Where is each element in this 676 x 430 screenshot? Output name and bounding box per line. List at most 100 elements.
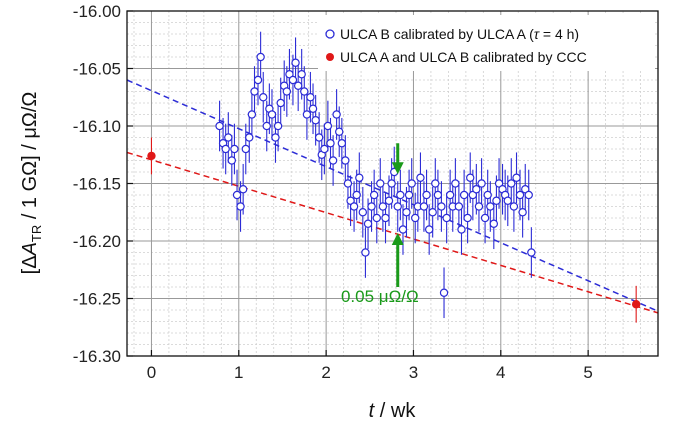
- annotation-label: 0.05 μΩ/Ω: [341, 287, 419, 306]
- data-point-ulca: [454, 202, 464, 211]
- data-point-ulca: [369, 190, 379, 200]
- data-point-ulca: [424, 225, 434, 234]
- y-tick-label: -16.25: [73, 290, 121, 309]
- data-point-ulca: [431, 179, 440, 188]
- data-point-ulca: [437, 202, 446, 211]
- data-point-ulca: [524, 190, 533, 200]
- legend-marker-ccc: [326, 53, 334, 61]
- data-point-ulca: [320, 144, 329, 154]
- data-point-ulca: [238, 185, 248, 194]
- data-point-ulca: [422, 190, 431, 200]
- data-point-ulca: [433, 190, 443, 200]
- data-point-ulca: [378, 202, 388, 211]
- data-point-ulca: [457, 225, 466, 234]
- data-point-ulca: [451, 179, 460, 188]
- fit-line: [127, 151, 658, 314]
- data-point-ulca: [224, 133, 233, 142]
- data-point-ulca: [442, 213, 451, 223]
- x-tick-label: 3: [409, 363, 418, 382]
- data-point-ulca: [343, 179, 353, 188]
- data-point-ulca: [215, 121, 224, 131]
- data-point-ulca: [367, 202, 376, 211]
- data-point-ulca: [253, 75, 263, 85]
- x-tick-label: 5: [583, 363, 592, 382]
- data-point-ccc: [147, 151, 156, 161]
- data-point-ulca: [445, 190, 455, 200]
- data-point-ulca: [509, 202, 519, 211]
- fit-lines: [127, 79, 658, 314]
- data-point-ulca: [241, 144, 250, 154]
- data-point-ulca: [262, 121, 271, 131]
- data-point-ulca: [314, 133, 324, 142]
- data-point-ulca: [297, 70, 306, 79]
- data-point-ulca: [328, 156, 338, 165]
- data-point-ulca: [288, 75, 298, 85]
- data-point-ulca: [404, 190, 414, 200]
- data-point-ulca: [355, 173, 364, 182]
- data-point-ulca: [311, 116, 320, 125]
- legend-marker-ulca: [325, 29, 335, 39]
- data-point-ulca: [349, 202, 359, 211]
- data-point-ulca: [428, 208, 437, 217]
- data-point-ulca: [250, 87, 259, 96]
- data-point-ulca: [515, 190, 525, 200]
- data-point-ulca: [527, 248, 536, 257]
- data-point-ulca: [247, 110, 257, 119]
- data-point-ulca: [402, 208, 411, 217]
- x-tick-label: 1: [234, 363, 243, 382]
- y-tick-label: -16.10: [73, 117, 121, 136]
- data-point-ulca: [352, 190, 361, 200]
- data-point-ulca: [381, 213, 390, 223]
- data-point-ulca: [512, 173, 521, 182]
- data-point-ulca: [439, 288, 449, 297]
- x-axis-label: t / wk: [369, 400, 417, 422]
- data-point-ulca: [335, 127, 344, 136]
- data-point-ulca: [387, 179, 396, 188]
- data-point-ulca: [323, 121, 333, 131]
- data-point-ulca: [459, 190, 469, 200]
- data-point-ulca: [271, 133, 280, 142]
- data-point-ulca: [518, 208, 527, 217]
- x-tick-label: 4: [496, 363, 505, 382]
- y-tick-label: -16.30: [73, 347, 121, 366]
- data-point-ulca: [483, 190, 492, 200]
- y-axis-label: [ΔATR / 1 GΩ] / μΩ/Ω: [19, 92, 44, 275]
- data-point-ulca: [256, 52, 265, 62]
- tick-labels: 0 1 2 3 4 5 -16.00 -16.05 -16.10 -16.15 -16.20 -16.…: [73, 2, 593, 382]
- data-point-ulca: [293, 81, 303, 90]
- data-point-ulca: [300, 87, 309, 96]
- data-point-ulca: [259, 93, 268, 102]
- data-point-ulca: [302, 110, 312, 119]
- annotation-group: 0.05 μΩ/Ω: [341, 143, 419, 306]
- data-point-ulca: [477, 179, 486, 188]
- data-point-ulca: [245, 133, 254, 142]
- data-point-ulca: [416, 173, 425, 182]
- arrow-up-head: [391, 232, 404, 245]
- legend-box: [318, 15, 655, 71]
- data-point-ulca: [341, 156, 350, 165]
- data-point-ulca: [407, 179, 416, 188]
- data-point-ulca: [507, 179, 516, 188]
- data-point-ulca: [282, 87, 292, 96]
- data-point-ulca: [306, 93, 315, 102]
- y-tick-label: -16.15: [73, 175, 121, 194]
- data-point-ulca: [411, 213, 420, 223]
- data-points: [147, 52, 641, 309]
- data-point-ulca: [480, 213, 490, 223]
- data-point-ulca: [376, 179, 385, 188]
- data-point-ulca: [276, 98, 285, 108]
- data-point-ulca: [393, 202, 402, 211]
- legend-entry-ccc: ULCA A and ULCA B calibrated by CCC: [340, 49, 587, 65]
- data-point-ulca: [503, 196, 512, 205]
- data-point-ulca: [372, 213, 381, 223]
- y-tick-label: -16.00: [73, 2, 121, 21]
- data-point-ulca: [396, 190, 405, 200]
- data-point-ulca: [472, 185, 481, 194]
- data-point-ulca: [221, 144, 230, 154]
- data-point-ulca: [489, 219, 499, 228]
- data-point-ulca: [332, 110, 341, 119]
- data-point-ulca: [463, 213, 472, 223]
- data-point-ulca: [337, 139, 347, 148]
- data-point-ulca: [232, 190, 242, 200]
- data-point-ulca: [384, 196, 394, 205]
